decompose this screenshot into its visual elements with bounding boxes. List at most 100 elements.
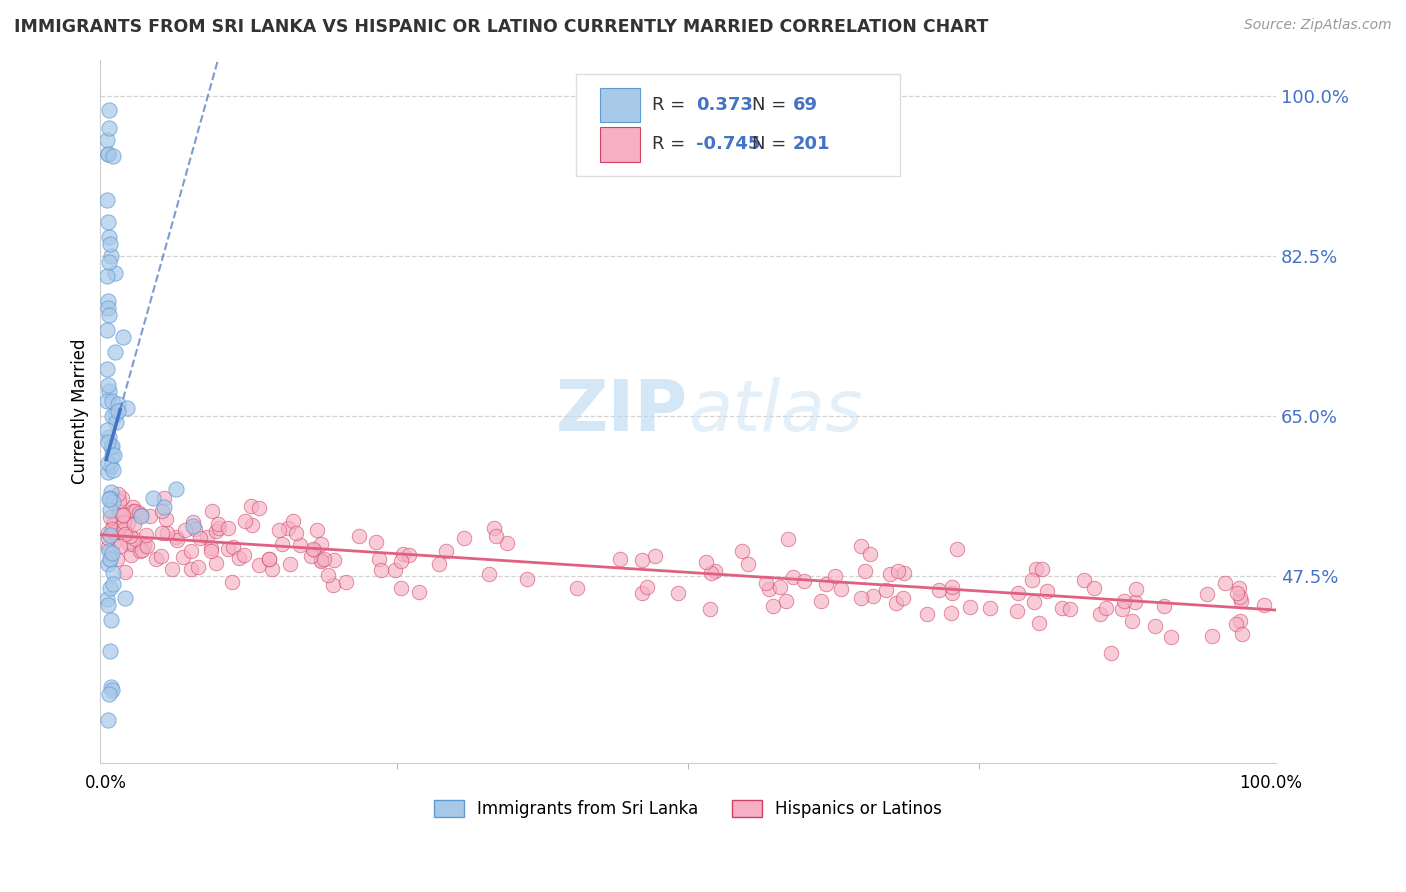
Point	[201, 503, 224, 517]
Point	[228, 550, 250, 565]
Point	[1088, 607, 1111, 621]
Point	[271, 537, 294, 551]
Point	[859, 547, 882, 561]
Point	[98, 528, 121, 542]
Point	[103, 514, 125, 528]
Point	[97, 301, 120, 315]
Text: 69: 69	[793, 96, 818, 114]
Point	[108, 503, 131, 517]
Legend: Immigrants from Sri Lanka, Hispanics or Latinos: Immigrants from Sri Lanka, Hispanics or …	[427, 794, 949, 825]
Point	[98, 552, 121, 566]
Point	[482, 521, 505, 535]
Point	[96, 394, 118, 409]
Point	[1036, 584, 1059, 599]
Point	[762, 599, 785, 613]
Point	[97, 465, 120, 479]
Point	[260, 562, 283, 576]
Point	[979, 601, 1001, 615]
Point	[155, 525, 177, 540]
Point	[98, 687, 121, 701]
Point	[1225, 616, 1247, 631]
Point	[1094, 600, 1116, 615]
Point	[1021, 574, 1043, 588]
Point	[183, 515, 205, 529]
Point	[666, 586, 689, 600]
Text: Source: ZipAtlas.com: Source: ZipAtlas.com	[1244, 18, 1392, 32]
Point	[101, 577, 124, 591]
Point	[97, 254, 120, 268]
Point	[1025, 562, 1047, 576]
Point	[221, 574, 243, 589]
Point	[1153, 599, 1175, 613]
Point	[703, 565, 725, 579]
Point	[117, 516, 139, 530]
Point	[105, 552, 128, 566]
Point	[103, 149, 125, 163]
Point	[129, 543, 152, 558]
Point	[97, 147, 120, 161]
Point	[97, 491, 120, 506]
Point	[1213, 575, 1236, 590]
Point	[631, 553, 654, 567]
Point	[155, 512, 177, 526]
Point	[815, 577, 838, 591]
Point	[700, 566, 723, 581]
Point	[122, 503, 145, 517]
Point	[112, 515, 135, 529]
Point	[247, 558, 270, 573]
Point	[104, 344, 127, 359]
FancyBboxPatch shape	[600, 87, 640, 122]
Point	[222, 541, 245, 555]
Point	[782, 569, 804, 583]
Point	[301, 549, 323, 563]
Point	[183, 518, 205, 533]
Point	[631, 586, 654, 600]
Point	[284, 525, 307, 540]
Point	[112, 524, 135, 538]
Point	[174, 523, 197, 537]
Point	[100, 680, 122, 694]
Point	[172, 549, 194, 564]
Point	[97, 531, 120, 545]
Point	[107, 493, 129, 508]
Point	[830, 582, 852, 596]
Point	[105, 415, 128, 429]
Point	[793, 574, 815, 589]
Point	[609, 552, 631, 566]
Point	[205, 556, 228, 570]
Point	[257, 552, 280, 566]
Point	[97, 435, 120, 450]
Point	[111, 491, 134, 505]
Point	[959, 599, 981, 614]
Point	[278, 557, 301, 571]
Point	[117, 537, 139, 551]
Point	[139, 508, 162, 523]
Point	[1201, 628, 1223, 642]
Point	[98, 553, 121, 567]
Point	[240, 500, 263, 514]
Text: IMMIGRANTS FROM SRI LANKA VS HISPANIC OR LATINO CURRENTLY MARRIED CORRELATION CH: IMMIGRANTS FROM SRI LANKA VS HISPANIC OR…	[14, 18, 988, 36]
Point	[699, 602, 721, 616]
Point	[100, 440, 122, 454]
Point	[97, 713, 120, 727]
Point	[233, 514, 256, 528]
Point	[389, 554, 412, 568]
Point	[364, 534, 387, 549]
Point	[100, 485, 122, 500]
Point	[124, 532, 146, 546]
Point	[398, 548, 420, 562]
Point	[644, 549, 666, 563]
Point	[96, 323, 118, 337]
Point	[1229, 614, 1251, 628]
Point	[370, 563, 392, 577]
Point	[567, 581, 589, 595]
Point	[879, 567, 901, 582]
Point	[200, 541, 222, 555]
Point	[166, 533, 188, 547]
Point	[165, 530, 187, 544]
Point	[145, 552, 167, 566]
Point	[98, 503, 121, 517]
Point	[97, 103, 120, 118]
Point	[107, 404, 129, 418]
FancyBboxPatch shape	[600, 128, 640, 161]
